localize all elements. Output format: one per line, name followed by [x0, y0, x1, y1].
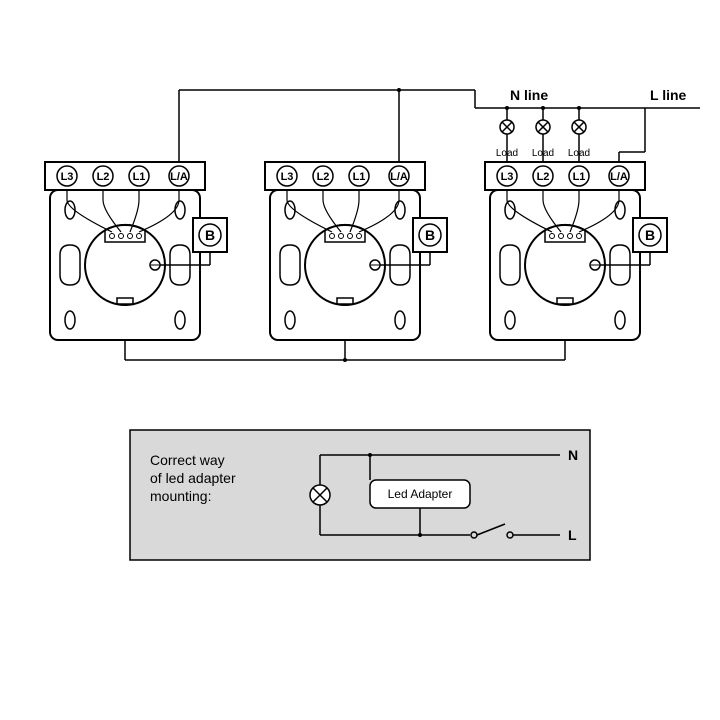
lamp-icon	[500, 120, 514, 134]
b-box-3	[633, 218, 667, 252]
n-line-label: N line	[510, 87, 548, 103]
lamp-icon	[572, 120, 586, 134]
l-line-label: L line	[650, 87, 687, 103]
b-box-1	[193, 218, 227, 252]
b-box-2	[413, 218, 447, 252]
led-adapter-label: Led Adapter	[388, 487, 453, 501]
info-n-label: N	[568, 447, 578, 463]
terminal-block-1	[45, 162, 205, 190]
load-label-2: Load	[532, 148, 554, 159]
info-text-line1: Correct way	[150, 452, 225, 468]
info-text-line2: of led adapter	[150, 470, 236, 486]
terminal-block-2	[265, 162, 425, 190]
load-label-3: Load	[568, 148, 590, 159]
lamp-icon	[536, 120, 550, 134]
terminal-block-3	[485, 162, 645, 190]
info-text-line3: mounting:	[150, 488, 211, 504]
load-label-1: Load	[496, 148, 518, 159]
info-l-label: L	[568, 527, 577, 543]
